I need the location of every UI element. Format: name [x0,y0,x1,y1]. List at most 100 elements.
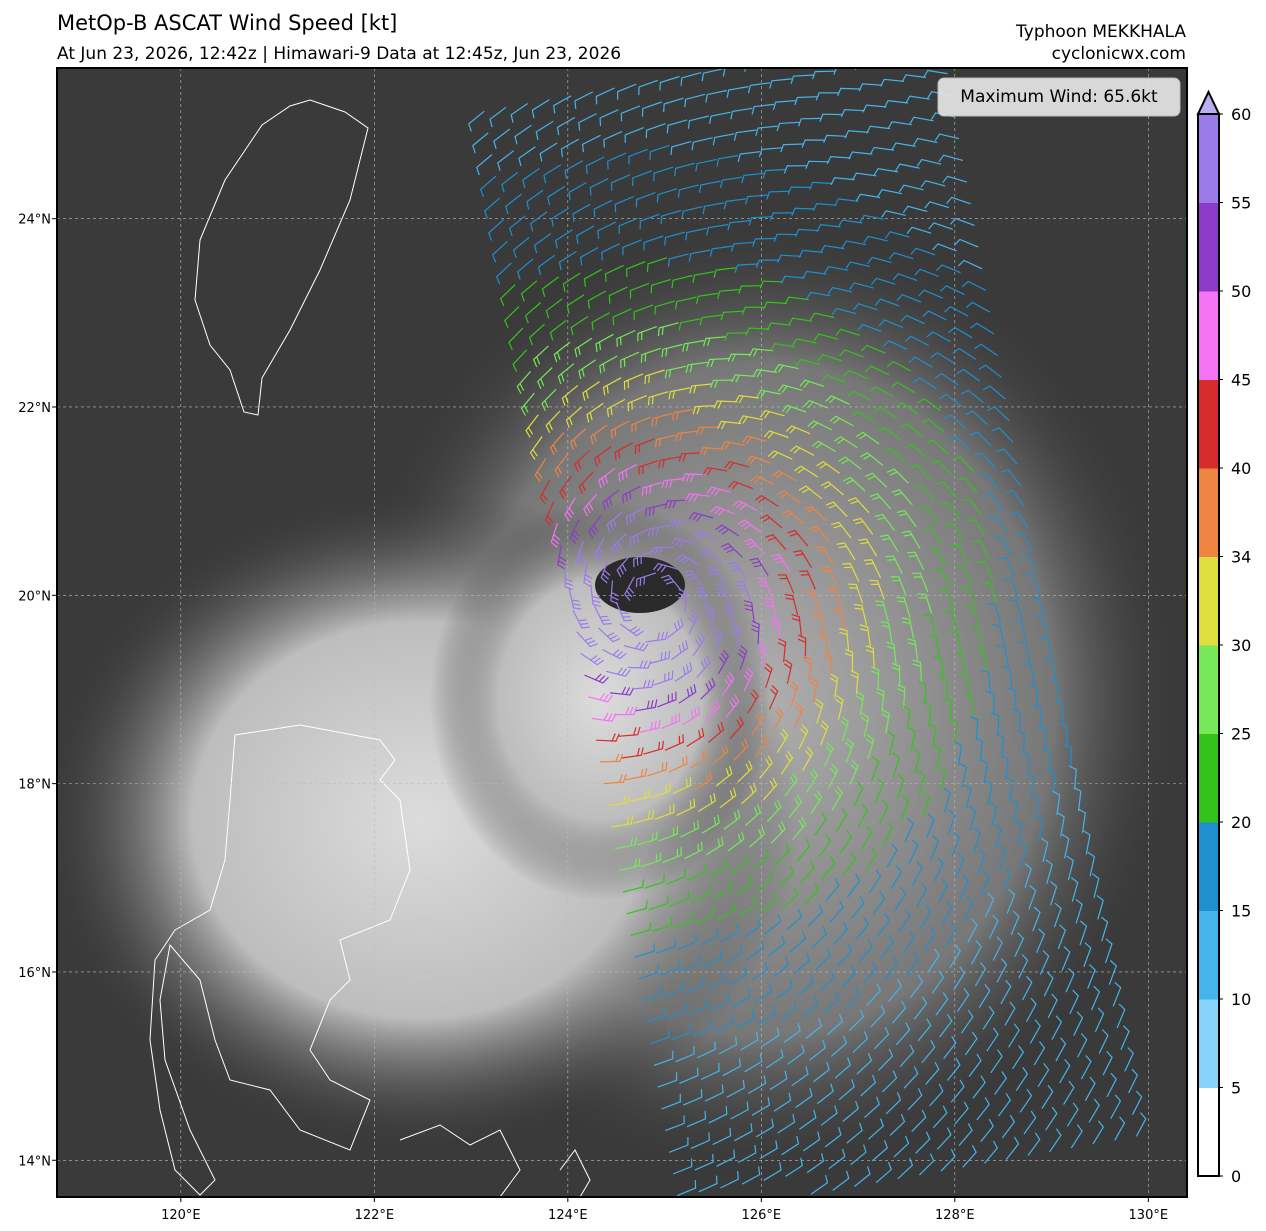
wind-barb [985,690,995,715]
wind-barb [704,699,721,722]
wind-barb [885,1092,902,1115]
wind-barb [699,928,719,947]
wind-barb [717,649,730,674]
wind-barb [805,291,831,300]
wind-barb [781,1135,800,1156]
wind-barb [1005,490,1026,508]
wind-barb [1128,1068,1139,1094]
wind-barb [898,184,924,193]
wind-barb [970,715,979,740]
wind-barb [855,691,865,716]
wind-barb [659,75,680,91]
wind-barb [862,961,878,984]
wind-barb [1104,938,1113,964]
wind-barb [664,499,688,509]
wind-barb [853,303,878,311]
wind-barb [650,278,671,294]
wind-barb [842,562,860,582]
wind-barb [559,475,572,500]
wind-barb [820,245,845,253]
wind-barb [1042,747,1052,772]
storm-name: Typhoon MEKKHALA [1015,22,1186,42]
wind-barb [751,1097,771,1116]
wind-barb [613,706,638,716]
wind-barb [732,499,757,511]
wind-barb [940,501,960,520]
wind-barb [622,485,641,504]
wind-barb [877,58,900,65]
wind-barb [752,368,777,378]
wind-barb [798,249,823,258]
wind-barb [935,481,957,498]
wind-barb [831,786,843,811]
wind-barb [950,543,968,563]
wind-barb [769,1070,788,1091]
wind-barb [770,821,786,844]
wind-barb [1015,532,1033,552]
wind-barb [1047,769,1056,794]
wind-barb [1073,1011,1084,1036]
wind-barb [981,870,990,896]
wind-barb [754,983,772,1004]
wind-barb [934,372,959,386]
wind-barb [748,216,772,226]
wind-barb [1087,963,1096,989]
wind-barb [572,203,591,222]
wind-barb [631,679,655,690]
wind-barb [970,940,982,965]
wind-barb [501,171,518,193]
wind-barb [949,217,975,226]
wind-barb [838,456,862,470]
wind-barb [846,1122,863,1144]
wind-barb [720,176,743,189]
wind-barb [797,117,822,127]
colorbar-label: 30 [1231,636,1251,655]
wind-barb [558,250,577,271]
wind-barb [557,363,575,385]
wind-barb [895,1022,911,1046]
wind-barb [748,826,766,848]
wind-barb [928,222,953,230]
wind-barb [949,944,961,969]
wind-barb [656,938,676,954]
wind-barb [961,280,987,292]
wind-barb [879,534,899,553]
wind-barb [920,180,946,188]
wind-barb [759,755,773,779]
wind-barb [793,549,813,568]
wind-barb [939,1013,953,1038]
wind-barb [991,427,1014,443]
wind-barb [837,943,853,967]
wind-barb [624,127,645,143]
wind-barb [646,1007,666,1023]
wind-barb [873,167,898,176]
wind-barb [875,777,885,803]
wind-barb [712,627,723,653]
wind-barb [633,810,655,824]
wind-barb [751,711,764,736]
wind-barb [539,479,551,504]
wind-barb [805,160,829,169]
wind-barb [926,813,935,839]
wind-barb [860,452,884,466]
wind-barb [541,276,559,297]
wind-barb [731,374,756,383]
wind-barb [954,740,963,766]
wind-barb [602,377,622,396]
wind-barb [646,257,668,272]
wind-barb [881,210,906,218]
wind-barb [906,952,920,977]
wind-barb [601,243,620,261]
wind-barb [827,286,853,295]
wind-barb [908,356,933,368]
wind-barb [905,95,930,104]
wind-barb [708,721,725,744]
wind-barb [625,767,648,781]
wind-barb [816,1083,834,1105]
wind-barb [971,540,990,559]
wind-barb [680,820,700,838]
wind-barb [988,515,1008,534]
wind-barb [745,327,770,336]
wind-barb [526,189,544,210]
wind-barb [664,231,685,246]
